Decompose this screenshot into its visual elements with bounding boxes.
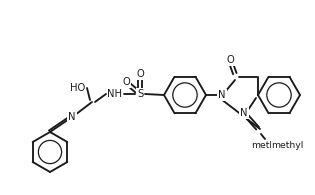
Text: O: O: [136, 69, 144, 79]
Text: methyl: methyl: [251, 141, 283, 150]
Text: N: N: [218, 90, 226, 100]
Text: S: S: [137, 89, 143, 99]
Text: HO: HO: [70, 83, 86, 93]
Text: N: N: [68, 112, 76, 122]
Text: O: O: [122, 77, 130, 87]
Text: methyl: methyl: [271, 142, 303, 151]
Text: N: N: [240, 108, 248, 118]
Text: O: O: [226, 55, 234, 65]
Text: NH: NH: [107, 89, 123, 99]
